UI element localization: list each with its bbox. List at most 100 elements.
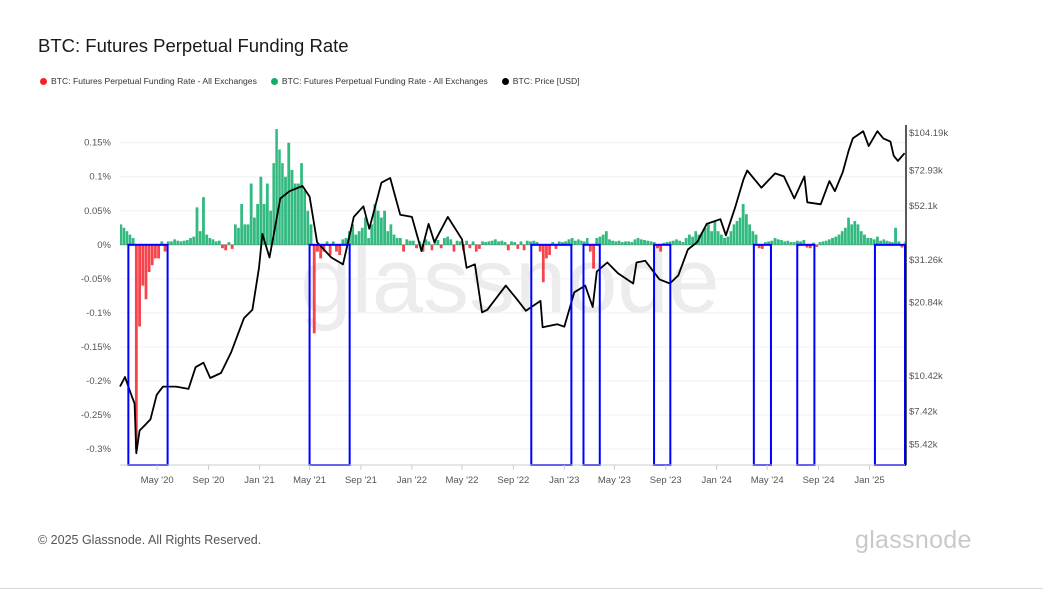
funding-bar-negative (538, 244, 542, 252)
funding-bar-positive (331, 241, 335, 245)
legend-item-price[interactable]: BTC: Price [USD] (501, 76, 580, 86)
funding-bar-positive (364, 217, 367, 245)
funding-bar-negative (541, 244, 545, 283)
funding-bar-positive (754, 234, 758, 245)
x-tick-label: Sep '24 (803, 475, 835, 486)
divider (0, 588, 1043, 589)
funding-bar-positive (370, 224, 374, 245)
funding-bar-positive (869, 237, 873, 245)
funding-bar-positive (532, 240, 536, 245)
funding-bar-positive (189, 237, 192, 245)
x-tick-label: Jan '22 (397, 475, 427, 486)
funding-bar-positive (510, 241, 513, 245)
funding-bar-positive (185, 240, 189, 245)
funding-bar-positive (125, 231, 129, 245)
funding-bar-negative (656, 244, 659, 249)
funding-bar-positive (611, 240, 614, 245)
funding-bar-positive (649, 241, 653, 245)
funding-bar-negative (554, 244, 558, 249)
funding-bar-positive (897, 241, 901, 245)
funding-bar-positive (723, 237, 726, 245)
funding-bar-positive (573, 240, 577, 245)
funding-bar-positive (272, 163, 275, 245)
funding-bar-negative (548, 244, 551, 256)
funding-bar-positive (872, 239, 876, 245)
funding-bar-negative (506, 244, 510, 251)
funding-bar-positive (802, 240, 806, 245)
funding-bar-positive (789, 242, 793, 245)
funding-bar-negative (588, 244, 592, 252)
funding-bar-positive (252, 217, 256, 245)
legend-item-funding-negative[interactable]: BTC: Futures Perpetual Funding Rate - Al… (40, 76, 257, 86)
funding-bar-positive (405, 239, 409, 245)
funding-bar-positive (519, 241, 523, 245)
funding-bar-negative (138, 244, 141, 327)
funding-bar-positive (684, 237, 688, 245)
x-tick-label: Sep '21 (345, 475, 377, 486)
funding-bar-positive (744, 214, 748, 245)
funding-bar-positive (903, 241, 905, 245)
funding-bar-positive (525, 240, 529, 245)
funding-bar-positive (691, 236, 694, 245)
funding-bar-negative (415, 244, 418, 249)
funding-bar-positive (395, 237, 399, 245)
funding-bar-positive (608, 239, 611, 245)
x-tick-label: May '24 (751, 475, 784, 486)
funding-bar-positive (678, 240, 682, 245)
y-right-tick-label: $7.42k (909, 407, 938, 418)
funding-bar-positive (551, 242, 555, 245)
x-tick-label: May '23 (598, 475, 631, 486)
funding-bar-positive (859, 231, 863, 245)
y-left-tick-label: 0.1% (89, 172, 111, 183)
funding-bar-positive (398, 237, 402, 245)
black-dot-icon (501, 77, 509, 85)
funding-bar-positive (844, 227, 847, 245)
funding-bar-positive (643, 240, 646, 245)
funding-bar-positive (885, 240, 888, 245)
funding-bar-positive (173, 239, 176, 245)
y-left-tick-label: 0% (97, 240, 111, 251)
funding-bar-positive (287, 142, 291, 245)
x-tick-label: May '20 (141, 475, 174, 486)
funding-bar-positive (738, 217, 742, 245)
legend-item-funding-positive[interactable]: BTC: Futures Perpetual Funding Rate - Al… (270, 76, 488, 86)
funding-bar-positive (354, 234, 358, 245)
funding-bar-positive (278, 149, 281, 245)
funding-bar-positive (293, 183, 297, 245)
funding-bar-negative (760, 244, 764, 249)
funding-bar-positive (561, 242, 564, 245)
funding-bar-positive (497, 241, 500, 245)
funding-bar-positive (424, 239, 428, 245)
funding-bar-positive (379, 217, 383, 245)
y-left-tick-label: -0.3% (86, 444, 111, 455)
funding-bar-positive (446, 236, 450, 245)
funding-bar-positive (484, 242, 488, 245)
funding-bar-positive (735, 220, 739, 245)
funding-bar-positive (662, 242, 666, 245)
funding-bar-positive (741, 203, 745, 245)
funding-bar-positive (570, 237, 574, 245)
price-series (119, 130, 906, 455)
y-left-tick-label: -0.1% (86, 308, 111, 319)
copyright: © 2025 Glassnode. All Rights Reserved. (38, 533, 262, 547)
funding-bar-negative (900, 244, 904, 248)
funding-bar-negative (805, 244, 809, 248)
funding-bar-positive (227, 242, 231, 245)
funding-bar-positive (719, 234, 723, 245)
funding-bar-positive (458, 241, 462, 245)
funding-bar-positive (535, 242, 539, 245)
funding-bar-positive (249, 183, 253, 245)
funding-bar-negative (815, 244, 819, 247)
funding-bar-positive (256, 203, 260, 245)
glassnode-logo[interactable]: glassnode (855, 526, 972, 554)
funding-bar-positive (386, 231, 390, 245)
funding-bar-positive (595, 237, 599, 245)
funding-bar-negative (402, 244, 405, 252)
funding-bar-positive (821, 241, 825, 245)
funding-bar-positive (297, 183, 300, 245)
funding-bar-negative (808, 244, 812, 249)
funding-bar-positive (269, 210, 273, 245)
funding-bar-negative (224, 244, 228, 251)
chart-title: BTC: Futures Perpetual Funding Rate (38, 35, 349, 56)
